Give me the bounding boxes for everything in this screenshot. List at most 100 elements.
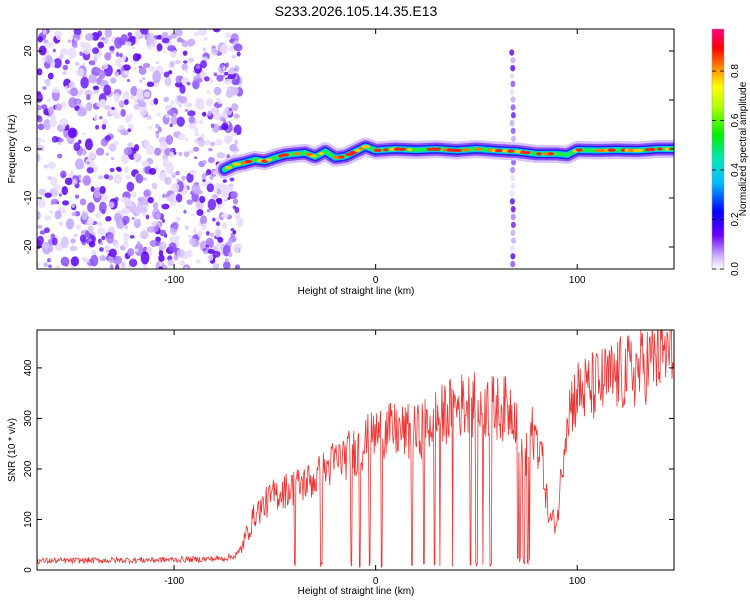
noise-blob bbox=[45, 78, 51, 87]
noise-blob bbox=[147, 33, 155, 45]
noise-blob bbox=[199, 119, 204, 125]
noise-blob bbox=[207, 156, 215, 164]
noise-blob bbox=[232, 230, 237, 235]
colorbar-tick-label: 0.6 bbox=[730, 113, 741, 127]
noise-blob bbox=[139, 104, 148, 117]
noise-blob bbox=[75, 68, 85, 77]
noise-blob bbox=[132, 53, 141, 62]
peak-mark bbox=[280, 153, 290, 157]
noise-blob bbox=[50, 114, 57, 121]
noise-blob bbox=[195, 78, 203, 83]
noise-blob bbox=[158, 266, 164, 269]
noise-blob bbox=[102, 63, 109, 70]
noise-blob bbox=[120, 128, 127, 136]
noise-blob bbox=[191, 213, 195, 217]
noise-blob bbox=[84, 33, 94, 41]
noise-blob bbox=[82, 148, 87, 156]
noise-blob bbox=[49, 210, 54, 214]
dispersion-peaks bbox=[224, 144, 672, 170]
noise-blob bbox=[195, 97, 204, 105]
noise-blob bbox=[184, 108, 189, 112]
noise-blob bbox=[51, 237, 58, 246]
noise-blob bbox=[223, 198, 228, 202]
noise-blob bbox=[200, 60, 207, 69]
noise-blob bbox=[214, 182, 221, 190]
noise-blob bbox=[155, 212, 161, 219]
noise-blob bbox=[73, 142, 81, 152]
noise-blob bbox=[134, 218, 139, 224]
noise-blob bbox=[183, 151, 190, 158]
noise-blob bbox=[116, 167, 122, 172]
noise-blob bbox=[163, 265, 168, 269]
noise-blob bbox=[210, 123, 215, 128]
noise-blob bbox=[162, 50, 166, 54]
colorbar-frame bbox=[711, 28, 725, 270]
noise-blob bbox=[176, 249, 185, 258]
noise-blob bbox=[146, 226, 155, 233]
noise-blob bbox=[191, 183, 201, 195]
noise-blob bbox=[91, 250, 97, 256]
noise-blob bbox=[68, 97, 77, 109]
noise-blob bbox=[219, 184, 226, 192]
noise-blob bbox=[170, 115, 178, 125]
noise-blob bbox=[71, 203, 76, 209]
noise-blob bbox=[198, 139, 206, 147]
streak-blob bbox=[509, 49, 515, 56]
noise-blob bbox=[134, 243, 144, 256]
noise-blob bbox=[67, 47, 77, 60]
noise-blob bbox=[142, 62, 151, 69]
noise-blob bbox=[103, 174, 110, 180]
noise-blob bbox=[124, 224, 129, 230]
noise-blob bbox=[169, 200, 175, 205]
snr-plot-area bbox=[37, 330, 674, 569]
noise-blob bbox=[175, 193, 183, 203]
noise-blob bbox=[213, 111, 221, 120]
noise-blob bbox=[184, 102, 192, 108]
noise-blob bbox=[193, 120, 197, 125]
noise-blob bbox=[74, 194, 80, 199]
noise-blob bbox=[109, 167, 115, 173]
noise-blob bbox=[180, 77, 189, 84]
noise-blob bbox=[54, 242, 63, 252]
noise-blob bbox=[162, 219, 166, 223]
peak-mark bbox=[294, 152, 300, 156]
peak-mark bbox=[361, 144, 370, 149]
noise-blob bbox=[203, 36, 208, 41]
y-tick-label: 100 bbox=[23, 511, 34, 528]
noise-blob bbox=[127, 142, 134, 148]
noise-blob bbox=[232, 244, 240, 253]
noise-blob bbox=[173, 113, 177, 117]
noise-blob bbox=[132, 66, 137, 71]
noise-blob bbox=[130, 85, 138, 97]
noise-blob bbox=[127, 32, 133, 37]
noise-blob bbox=[158, 229, 167, 237]
noise-blob bbox=[205, 139, 211, 146]
noise-blob bbox=[224, 106, 233, 116]
noise-blob bbox=[137, 197, 143, 203]
noise-blob bbox=[109, 45, 115, 52]
noise-blob bbox=[191, 191, 199, 203]
noise-blob bbox=[43, 215, 51, 221]
noise-blob bbox=[234, 65, 240, 73]
snr-frame bbox=[36, 329, 675, 571]
noise-blob bbox=[46, 161, 56, 170]
noise-blob bbox=[105, 152, 109, 156]
noise-blob bbox=[213, 250, 221, 258]
noise-blob bbox=[129, 35, 136, 42]
noise-blob bbox=[210, 232, 214, 237]
y-tick-label: 0 bbox=[23, 567, 34, 573]
noise-blob bbox=[58, 221, 64, 227]
noise-blob bbox=[37, 198, 46, 208]
streak-blob bbox=[510, 135, 516, 142]
noise-blob bbox=[166, 109, 174, 116]
colorbar-tick-label: 0.8 bbox=[730, 64, 741, 78]
noise-blob bbox=[187, 149, 194, 154]
noise-blob bbox=[80, 41, 85, 48]
noise-blob bbox=[70, 170, 74, 175]
noise-blob bbox=[183, 209, 187, 214]
noise-blob bbox=[142, 262, 148, 269]
noise-blob bbox=[113, 112, 121, 120]
snr-line bbox=[37, 330, 674, 569]
noise-region bbox=[37, 29, 244, 269]
noise-blob bbox=[165, 134, 174, 145]
